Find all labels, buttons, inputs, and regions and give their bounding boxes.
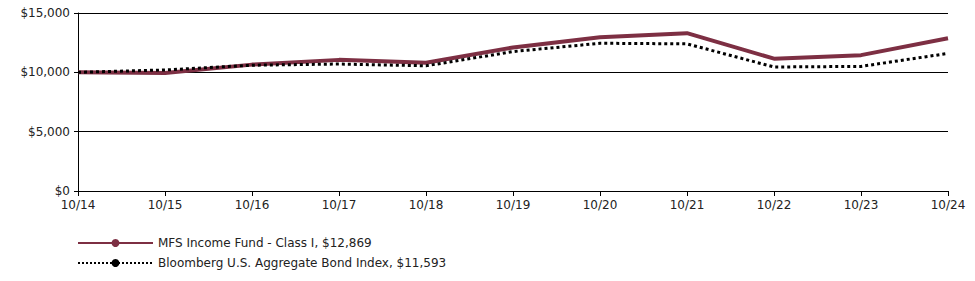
svg-text:10/14: 10/14 — [61, 198, 96, 212]
svg-text:MFS Income Fund - Class I, $12: MFS Income Fund - Class I, $12,869 — [158, 236, 372, 250]
svg-text:10/19: 10/19 — [496, 198, 531, 212]
svg-text:10/17: 10/17 — [322, 198, 357, 212]
svg-text:10/20: 10/20 — [583, 198, 618, 212]
svg-text:$0: $0 — [55, 184, 70, 198]
svg-text:$15,000: $15,000 — [20, 6, 70, 20]
svg-text:10/16: 10/16 — [235, 198, 270, 212]
svg-text:10/24: 10/24 — [931, 198, 966, 212]
svg-text:$5,000: $5,000 — [28, 125, 70, 139]
svg-text:10/23: 10/23 — [844, 198, 879, 212]
svg-text:10/15: 10/15 — [148, 198, 183, 212]
svg-text:10/18: 10/18 — [409, 198, 444, 212]
svg-text:$10,000: $10,000 — [20, 65, 70, 79]
svg-text:10/22: 10/22 — [757, 198, 792, 212]
svg-text:Bloomberg U.S. Aggregate Bond: Bloomberg U.S. Aggregate Bond Index, $11… — [158, 256, 446, 270]
svg-text:10/21: 10/21 — [670, 198, 705, 212]
